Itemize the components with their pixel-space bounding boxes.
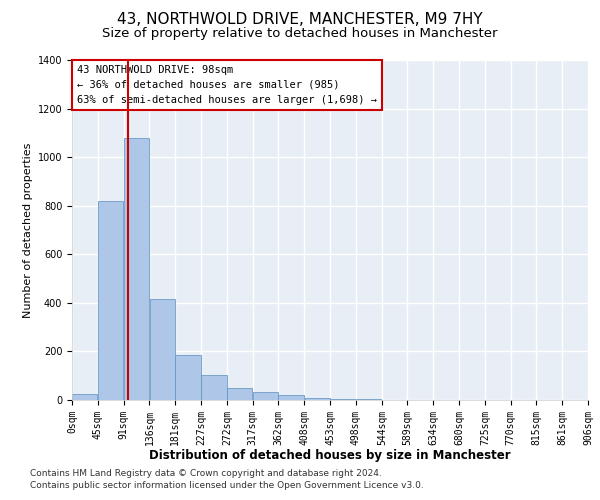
Text: Contains public sector information licensed under the Open Government Licence v3: Contains public sector information licen… [30, 481, 424, 490]
Text: 43 NORTHWOLD DRIVE: 98sqm
← 36% of detached houses are smaller (985)
63% of semi: 43 NORTHWOLD DRIVE: 98sqm ← 36% of detac… [77, 65, 377, 104]
Bar [124, 138, 149, 400]
X-axis label: Distribution of detached houses by size in Manchester: Distribution of detached houses by size … [149, 449, 511, 462]
Bar [202, 374, 227, 400]
Text: Size of property relative to detached houses in Manchester: Size of property relative to detached ho… [102, 28, 498, 40]
Bar [72, 394, 97, 400]
Text: 43, NORTHWOLD DRIVE, MANCHESTER, M9 7HY: 43, NORTHWOLD DRIVE, MANCHESTER, M9 7HY [117, 12, 483, 28]
Bar [149, 299, 175, 400]
Y-axis label: Number of detached properties: Number of detached properties [23, 142, 34, 318]
Bar [98, 201, 123, 400]
Bar [305, 398, 330, 400]
Bar [278, 395, 304, 400]
Bar [253, 392, 278, 400]
Bar [356, 399, 381, 400]
Bar [330, 399, 355, 400]
Bar [175, 355, 200, 400]
Bar [227, 388, 253, 400]
Text: Contains HM Land Registry data © Crown copyright and database right 2024.: Contains HM Land Registry data © Crown c… [30, 468, 382, 477]
